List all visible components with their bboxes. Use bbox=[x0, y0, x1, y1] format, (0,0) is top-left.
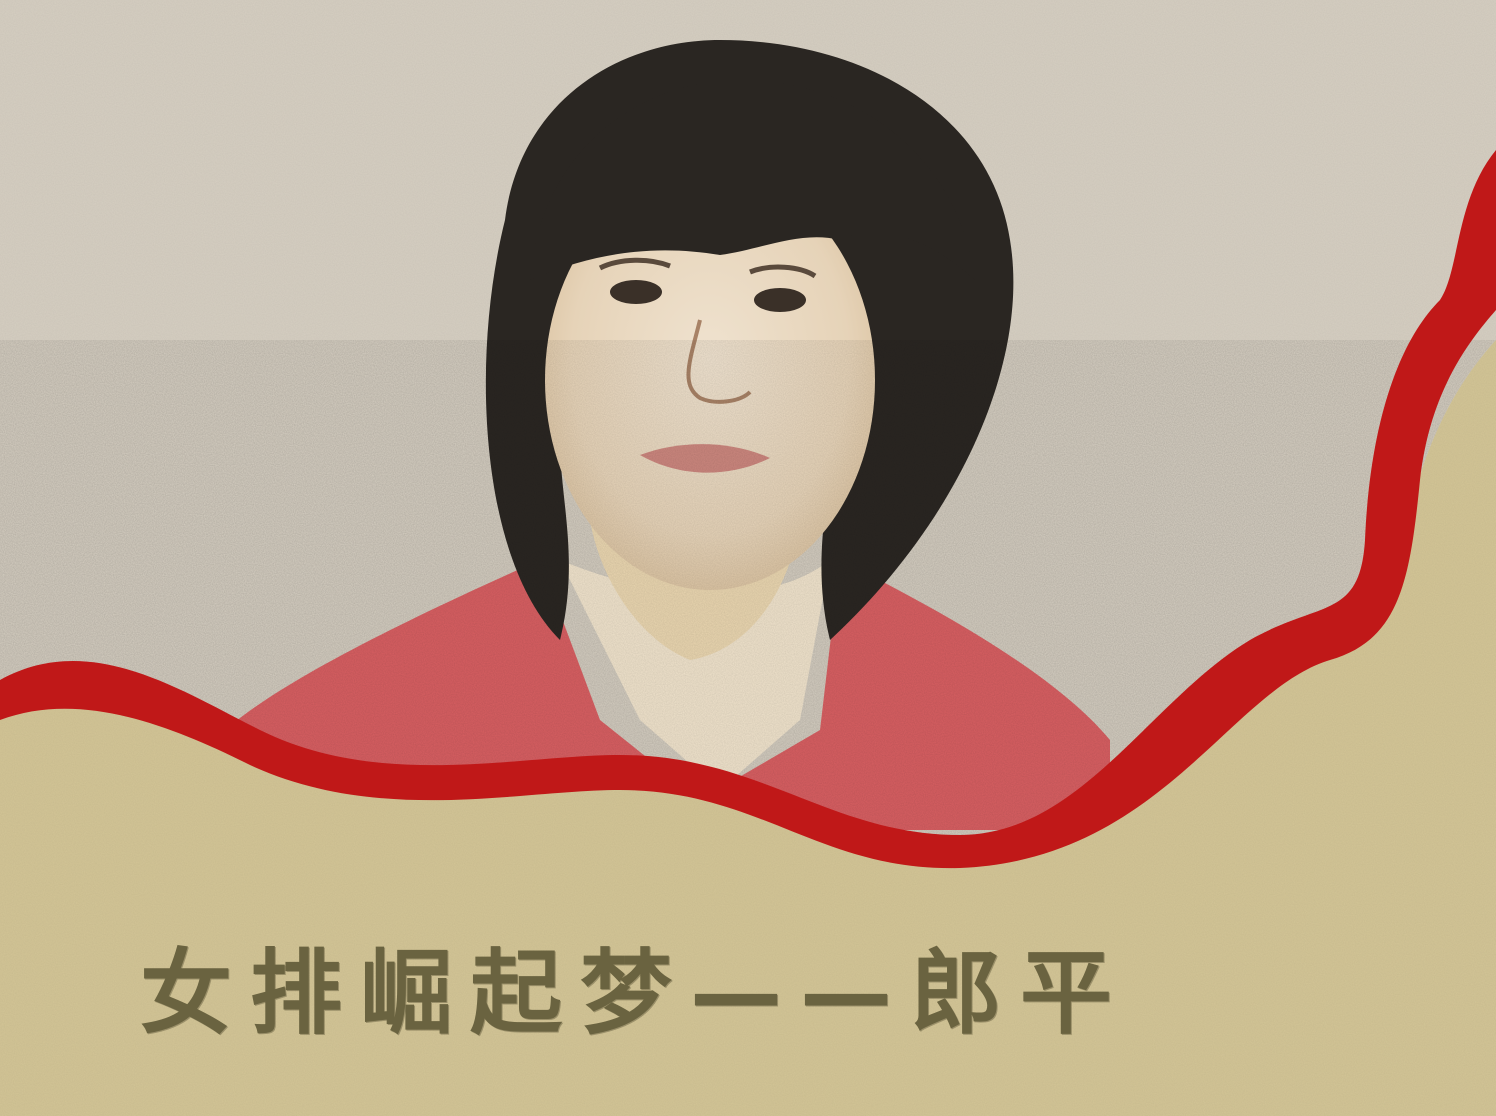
nose bbox=[686, 319, 752, 404]
jacket-shape bbox=[210, 560, 1110, 830]
hair-bangs bbox=[530, 80, 975, 280]
left-eye bbox=[610, 280, 662, 304]
right-eye bbox=[754, 288, 806, 312]
lower-background bbox=[0, 340, 1496, 1116]
mouth bbox=[640, 444, 770, 473]
face-shape bbox=[545, 170, 875, 590]
collar-shape bbox=[560, 560, 830, 790]
poster-title: 女排崛起梦——郎平 bbox=[140, 939, 1131, 1047]
left-eyebrow bbox=[598, 257, 671, 271]
right-eyebrow bbox=[749, 264, 817, 279]
